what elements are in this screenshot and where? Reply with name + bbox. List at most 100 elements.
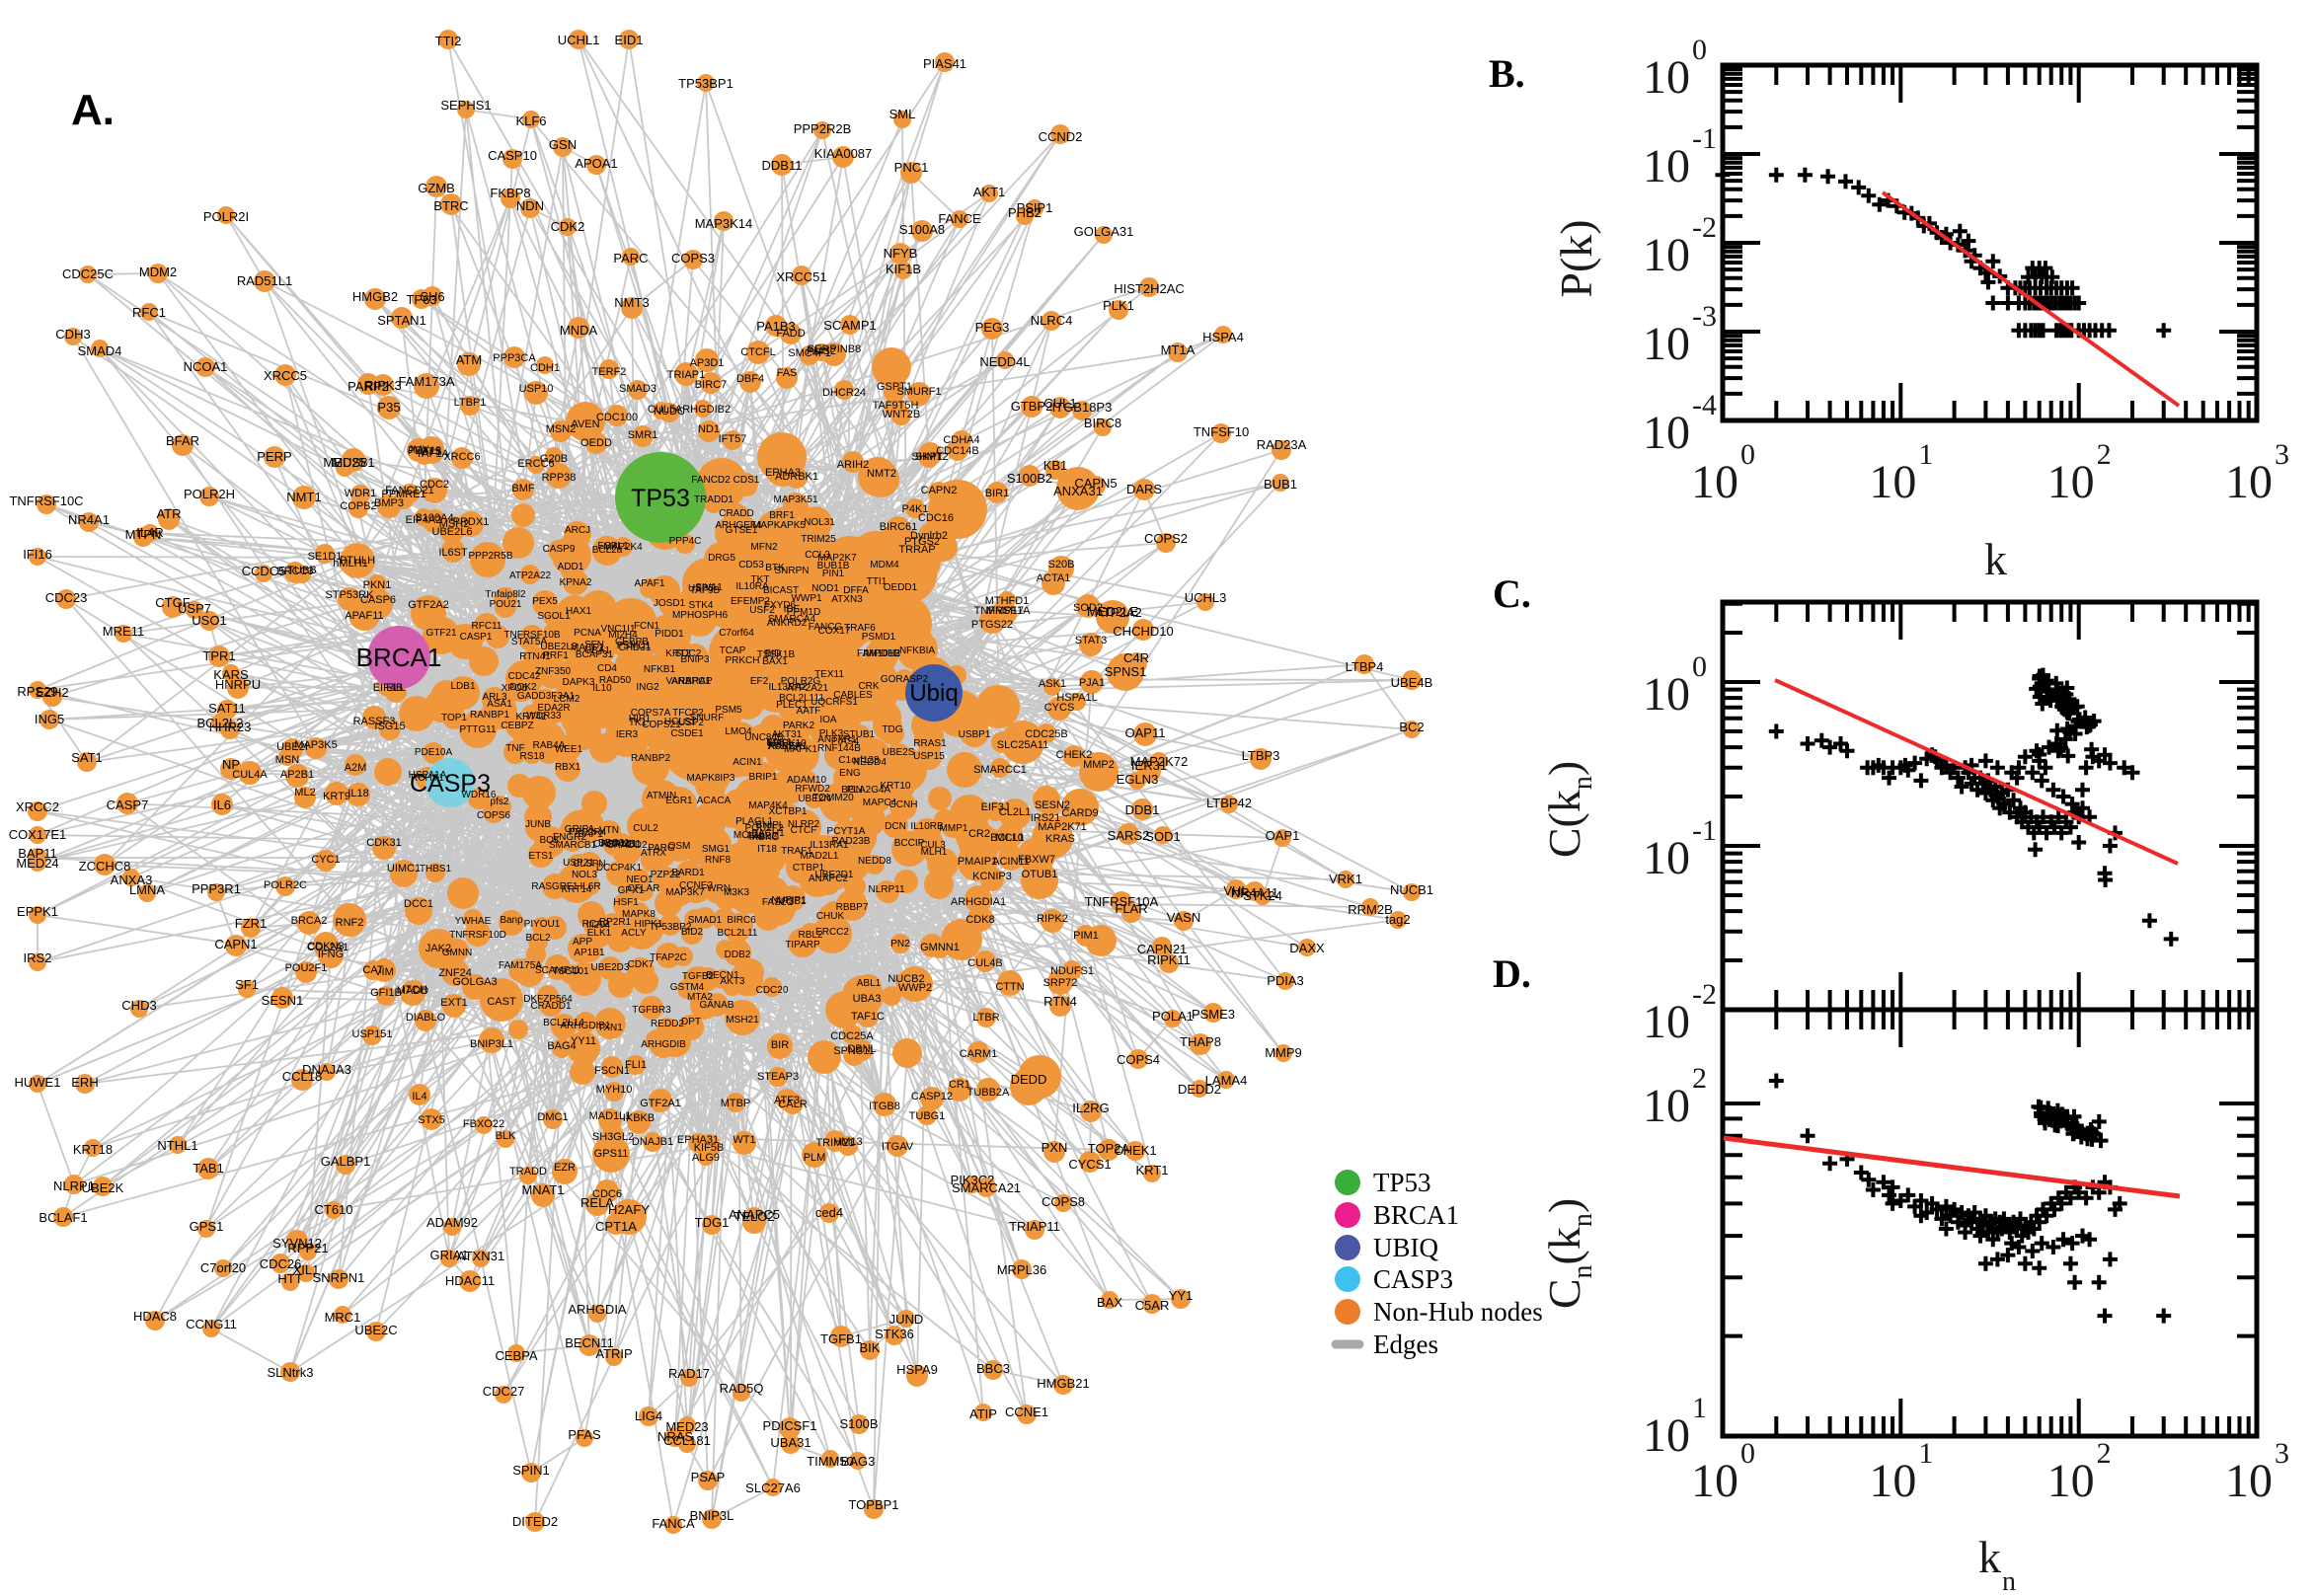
svg-text:PPP2R4: PPP2R4 bbox=[569, 827, 607, 838]
svg-text:OEDD1: OEDD1 bbox=[884, 582, 918, 593]
svg-text:PIN1: PIN1 bbox=[822, 569, 845, 579]
svg-text:k: k bbox=[1978, 1532, 2001, 1582]
svg-text:RANBP2: RANBP2 bbox=[631, 753, 670, 764]
svg-text:S20B: S20B bbox=[1048, 559, 1075, 570]
svg-text:XRCC5: XRCC5 bbox=[264, 368, 307, 383]
svg-text:ARIH2: ARIH2 bbox=[837, 459, 869, 471]
svg-text:RABEP1: RABEP1 bbox=[768, 741, 808, 752]
svg-text:UQCRFS1: UQCRFS1 bbox=[811, 697, 858, 708]
svg-text:TCAP: TCAP bbox=[720, 646, 746, 656]
svg-text:BAG3: BAG3 bbox=[841, 1454, 876, 1469]
svg-text:C4R: C4R bbox=[1123, 650, 1149, 665]
svg-text:MTBP: MTBP bbox=[721, 1098, 751, 1109]
svg-text:C.: C. bbox=[1493, 571, 1531, 616]
svg-text:CEBPB: CEBPB bbox=[615, 637, 649, 647]
svg-text:FAS: FAS bbox=[777, 367, 798, 379]
svg-text:VRK1: VRK1 bbox=[1329, 872, 1362, 886]
svg-text:BNIP3L: BNIP3L bbox=[690, 1508, 734, 1523]
svg-text:PNC1: PNC1 bbox=[894, 160, 929, 175]
svg-text:SH6: SH6 bbox=[420, 289, 444, 304]
svg-text:WEE1: WEE1 bbox=[555, 744, 583, 755]
svg-text:FLAR: FLAR bbox=[1115, 901, 1147, 916]
svg-text:CAPN1: CAPN1 bbox=[214, 937, 257, 951]
svg-text:LTBP1: LTBP1 bbox=[454, 397, 487, 409]
svg-text:IL13RA1: IL13RA1 bbox=[811, 840, 849, 851]
svg-text:STK4: STK4 bbox=[688, 600, 713, 611]
svg-text:BCL2L14: BCL2L14 bbox=[543, 1018, 584, 1028]
svg-text:CCL3: CCL3 bbox=[805, 550, 830, 561]
svg-text:XPO5: XPO5 bbox=[502, 683, 528, 694]
svg-text:JUND: JUND bbox=[889, 1312, 924, 1327]
svg-text:SMARCB1: SMARCB1 bbox=[549, 840, 597, 851]
svg-text:MDM4: MDM4 bbox=[870, 560, 899, 570]
svg-text:TIPARP: TIPARP bbox=[785, 940, 820, 950]
svg-text:UBE2K: UBE2K bbox=[82, 1180, 124, 1195]
svg-text:UBIQ: UBIQ bbox=[1373, 1233, 1438, 1262]
svg-text:Tnfaip8l2: Tnfaip8l2 bbox=[485, 589, 526, 600]
svg-text:MED2LE: MED2LE bbox=[1087, 604, 1138, 619]
svg-text:BCLAF1: BCLAF1 bbox=[39, 1210, 87, 1225]
svg-text:DCCP4K1: DCCP4K1 bbox=[596, 863, 643, 874]
svg-text:PLA2G4A: PLA2G4A bbox=[847, 785, 891, 796]
svg-text:ITGB18P3: ITGB18P3 bbox=[1052, 400, 1113, 415]
svg-text:BOK: BOK bbox=[539, 835, 560, 846]
svg-text:USP5: USP5 bbox=[688, 583, 715, 594]
svg-text:COL2A1: COL2A1 bbox=[307, 942, 348, 953]
svg-text:AKT1: AKT1 bbox=[973, 185, 1006, 199]
svg-text:ND1: ND1 bbox=[698, 423, 720, 435]
svg-text:DDB11: DDB11 bbox=[762, 158, 803, 173]
svg-text:BIK: BIK bbox=[860, 1340, 881, 1355]
svg-text:GTBP2: GTBP2 bbox=[1011, 399, 1053, 414]
svg-text:SLC27A6: SLC27A6 bbox=[745, 1481, 801, 1495]
svg-text:KRT10: KRT10 bbox=[881, 781, 911, 792]
svg-text:WWP1: WWP1 bbox=[791, 593, 822, 604]
svg-text:IOA: IOA bbox=[819, 715, 837, 725]
svg-text:LMNA: LMNA bbox=[129, 882, 165, 897]
svg-text:CDC23: CDC23 bbox=[45, 590, 88, 605]
svg-text:ZNF24: ZNF24 bbox=[438, 967, 472, 979]
svg-text:PDIA3: PDIA3 bbox=[1267, 973, 1304, 988]
svg-text:DMC1: DMC1 bbox=[537, 1111, 568, 1123]
svg-text:PTHLH: PTHLH bbox=[340, 555, 375, 567]
svg-text:CDK8: CDK8 bbox=[965, 914, 994, 926]
svg-text:UNC84B: UNC84B bbox=[744, 732, 784, 743]
svg-text:TIMM50: TIMM50 bbox=[807, 1454, 854, 1469]
svg-text:STK24: STK24 bbox=[1243, 888, 1282, 903]
svg-text:B.: B. bbox=[1489, 51, 1525, 96]
svg-text:0: 0 bbox=[1740, 438, 1755, 471]
svg-text:HUWE1: HUWE1 bbox=[15, 1075, 61, 1090]
svg-text:JAK2: JAK2 bbox=[425, 943, 451, 954]
svg-text:TOMM20: TOMM20 bbox=[812, 793, 854, 803]
svg-text:ANXA31: ANXA31 bbox=[1053, 484, 1103, 498]
svg-text:MNAT1: MNAT1 bbox=[521, 1182, 564, 1197]
svg-text:HDAC8: HDAC8 bbox=[133, 1309, 177, 1324]
svg-text:CHCHD10: CHCHD10 bbox=[1113, 624, 1173, 639]
svg-text:ZNF350: ZNF350 bbox=[535, 666, 572, 677]
svg-text:ATP2A2: ATP2A2 bbox=[1095, 605, 1141, 620]
svg-text:DBNL: DBNL bbox=[847, 1043, 876, 1055]
svg-text:TNFRSF10A: TNFRSF10A bbox=[1085, 894, 1159, 909]
svg-text:BMF: BMF bbox=[511, 483, 535, 494]
svg-text:TERF2: TERF2 bbox=[592, 366, 627, 378]
svg-text:ING5: ING5 bbox=[35, 712, 64, 726]
svg-text:AP3D1: AP3D1 bbox=[690, 357, 725, 369]
svg-text:RAD17: RAD17 bbox=[668, 1366, 710, 1381]
svg-text:HIST2H2AC: HIST2H2AC bbox=[1114, 281, 1185, 296]
svg-text:CDC20: CDC20 bbox=[756, 985, 789, 996]
svg-text:NOL3: NOL3 bbox=[572, 870, 598, 880]
svg-text:DOK2: DOK2 bbox=[509, 682, 537, 693]
svg-text:GSPT1: GSPT1 bbox=[877, 381, 912, 393]
svg-text:k: k bbox=[1984, 534, 2007, 584]
svg-text:CCNH: CCNH bbox=[889, 799, 918, 810]
svg-text:ARHGEF4: ARHGEF4 bbox=[715, 520, 762, 531]
svg-text:ERH: ERH bbox=[71, 1075, 98, 1090]
svg-text:SE1D1: SE1D1 bbox=[308, 551, 343, 563]
svg-text:CTCFL: CTCFL bbox=[740, 346, 775, 358]
svg-text:NMT2: NMT2 bbox=[867, 468, 896, 480]
svg-text:PARP2: PARP2 bbox=[347, 379, 389, 394]
svg-text:PTTG11: PTTG11 bbox=[459, 724, 496, 735]
svg-text:VTN: VTN bbox=[599, 825, 619, 836]
svg-text:RNF2: RNF2 bbox=[336, 917, 364, 929]
svg-text:OAP1: OAP1 bbox=[1266, 828, 1300, 843]
svg-text:APAF1: APAF1 bbox=[635, 578, 665, 589]
